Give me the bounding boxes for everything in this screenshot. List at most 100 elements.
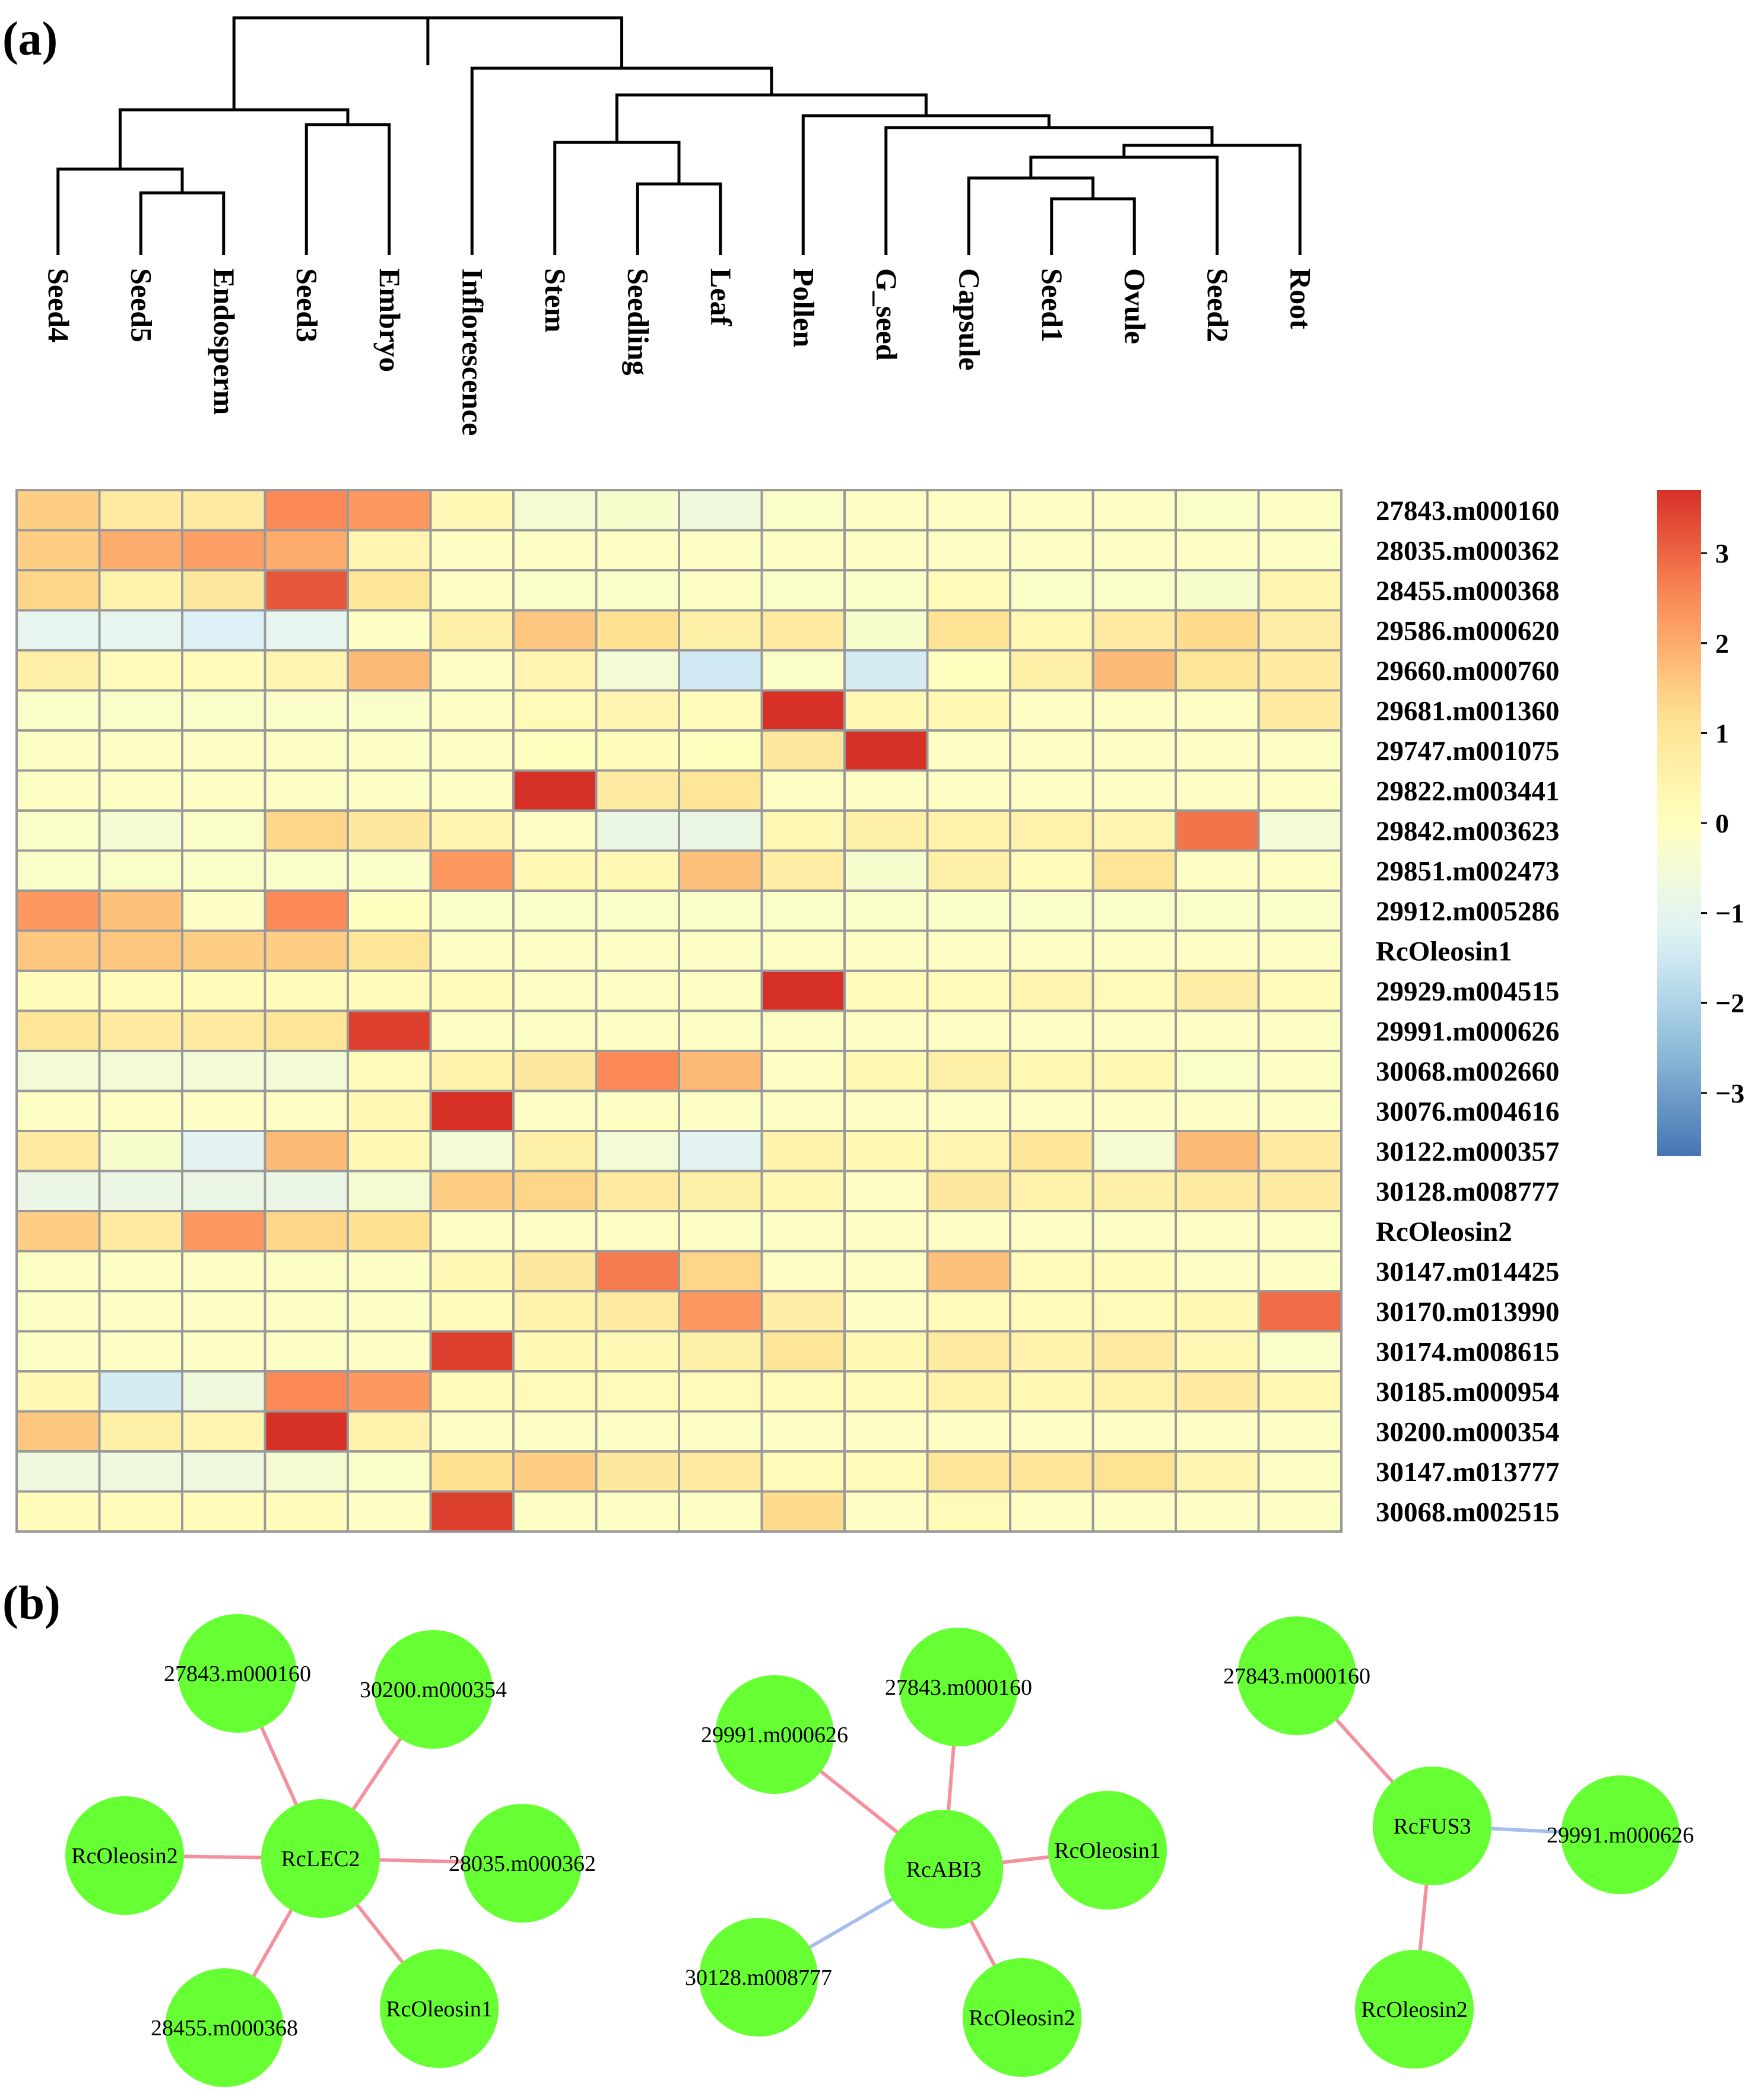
column-label: Seedling xyxy=(621,268,655,376)
heatmap-cell xyxy=(1009,889,1094,932)
heatmap-cell xyxy=(843,1490,929,1533)
heatmap-cell xyxy=(1009,1330,1094,1373)
heatmap-cell xyxy=(1175,1410,1260,1453)
heatmap-cell xyxy=(181,1210,266,1253)
heatmap-cell xyxy=(843,970,929,1012)
heatmap-cell xyxy=(181,1410,266,1453)
dendrogram-branch xyxy=(118,108,350,169)
heatmap-cell xyxy=(1009,649,1094,692)
network-center-node xyxy=(261,1799,380,1918)
heatmap-cell xyxy=(678,929,763,972)
heatmap-cell xyxy=(760,489,846,532)
heatmap-cell xyxy=(347,689,432,732)
column-label: Stem xyxy=(539,268,572,332)
network-node xyxy=(699,1918,818,2037)
heatmap-cell xyxy=(15,609,101,652)
heatmap-cell xyxy=(843,1250,929,1292)
heatmap-cell xyxy=(1175,1330,1260,1373)
heatmap-cell xyxy=(595,1210,680,1253)
heatmap-cell xyxy=(15,529,101,571)
row-label: RcOleosin1 xyxy=(1376,936,1512,967)
heatmap-cell xyxy=(512,1370,598,1413)
heatmap-cell xyxy=(926,970,1011,1012)
heatmap-cell xyxy=(1009,929,1094,972)
heatmap-cell xyxy=(760,849,846,892)
heatmap-cell xyxy=(595,1330,680,1373)
network-center-label: RcLEC2 xyxy=(281,1847,360,1872)
heatmap-cell xyxy=(1009,1050,1094,1092)
heatmap-cell xyxy=(926,1130,1011,1173)
heatmap-cell xyxy=(926,1210,1011,1253)
heatmap-cell xyxy=(1257,1170,1343,1212)
heatmap-cell xyxy=(1009,1250,1094,1292)
heatmap-cell xyxy=(1009,1170,1094,1212)
heatmap-cell xyxy=(98,649,183,692)
heatmap-cell xyxy=(1091,889,1177,932)
color-legend: 3 2 1 0 −1 −2 −3 xyxy=(1657,490,1744,1156)
heatmap-cell xyxy=(347,1450,432,1493)
heatmap-cell xyxy=(1091,569,1177,612)
dendrogram-branch xyxy=(139,191,226,255)
heatmap-cell xyxy=(1175,729,1260,772)
heatmap-cell xyxy=(1091,649,1177,692)
heatmap-cell xyxy=(264,1170,349,1212)
dendrogram-branch xyxy=(801,114,1051,255)
heatmap-cell xyxy=(1009,569,1094,612)
row-label: 29681.m001360 xyxy=(1376,695,1559,726)
heatmap-cell xyxy=(15,889,101,932)
heatmap-cell xyxy=(264,1290,349,1333)
heatmap-cell xyxy=(926,1450,1011,1493)
heatmap-cell xyxy=(843,929,929,972)
legend-tick-label: −2 xyxy=(1715,988,1744,1018)
heatmap-cell xyxy=(760,1130,846,1173)
dendrogram-branch xyxy=(967,176,1094,255)
heatmap-cell xyxy=(926,1290,1011,1333)
heatmap-cell xyxy=(843,609,929,652)
heatmap-cell xyxy=(15,1250,101,1292)
network-node xyxy=(380,1949,499,2068)
heatmap-cell xyxy=(264,889,349,932)
heatmap-cell xyxy=(15,1290,101,1333)
heatmap-cell xyxy=(843,569,929,612)
heatmap-cell xyxy=(347,1130,432,1173)
heatmap-cell xyxy=(264,609,349,652)
heatmap-cell xyxy=(1175,609,1260,652)
row-label: RcOleosin2 xyxy=(1376,1216,1512,1247)
row-label: 30076.m004616 xyxy=(1376,1096,1559,1127)
heatmap-cell xyxy=(347,1210,432,1253)
heatmap-cell xyxy=(347,569,432,612)
heatmap-cell xyxy=(98,529,183,571)
heatmap-cell xyxy=(760,1410,846,1453)
heatmap-cell xyxy=(926,769,1011,812)
heatmap-cell xyxy=(512,689,598,732)
heatmap-cell xyxy=(1091,1089,1177,1132)
heatmap-cell xyxy=(760,729,846,772)
network-center-label: RcABI3 xyxy=(906,1857,982,1882)
heatmap-cell xyxy=(1257,1410,1343,1453)
heatmap-cell xyxy=(678,489,763,532)
heatmap-cell xyxy=(678,1089,763,1132)
heatmap-cell xyxy=(1091,1450,1177,1493)
heatmap-cell xyxy=(760,1370,846,1413)
heatmap-cell xyxy=(595,1009,680,1052)
heatmap-cell xyxy=(512,1050,598,1092)
heatmap-cell xyxy=(264,1009,349,1052)
dendrogram-branch xyxy=(304,123,391,255)
heatmap-cell xyxy=(512,729,598,772)
heatmap-cell xyxy=(678,889,763,932)
heatmap-cell xyxy=(347,1009,432,1052)
heatmap-cell xyxy=(264,1089,349,1132)
color-legend-bar xyxy=(1657,490,1701,1156)
heatmap-cell xyxy=(347,970,432,1012)
heatmap-cell xyxy=(1175,1370,1260,1413)
heatmap-cell xyxy=(512,1170,598,1212)
heatmap-cell xyxy=(347,929,432,972)
heatmap-cell xyxy=(512,889,598,932)
dendrogram-branch xyxy=(615,93,928,142)
heatmap-cell xyxy=(595,929,680,972)
heatmap-cell xyxy=(1091,1330,1177,1373)
heatmap-cell xyxy=(512,970,598,1012)
column-label: Capsule xyxy=(953,268,986,370)
heatmap-cell xyxy=(264,649,349,692)
heatmap-cell xyxy=(98,1410,183,1453)
